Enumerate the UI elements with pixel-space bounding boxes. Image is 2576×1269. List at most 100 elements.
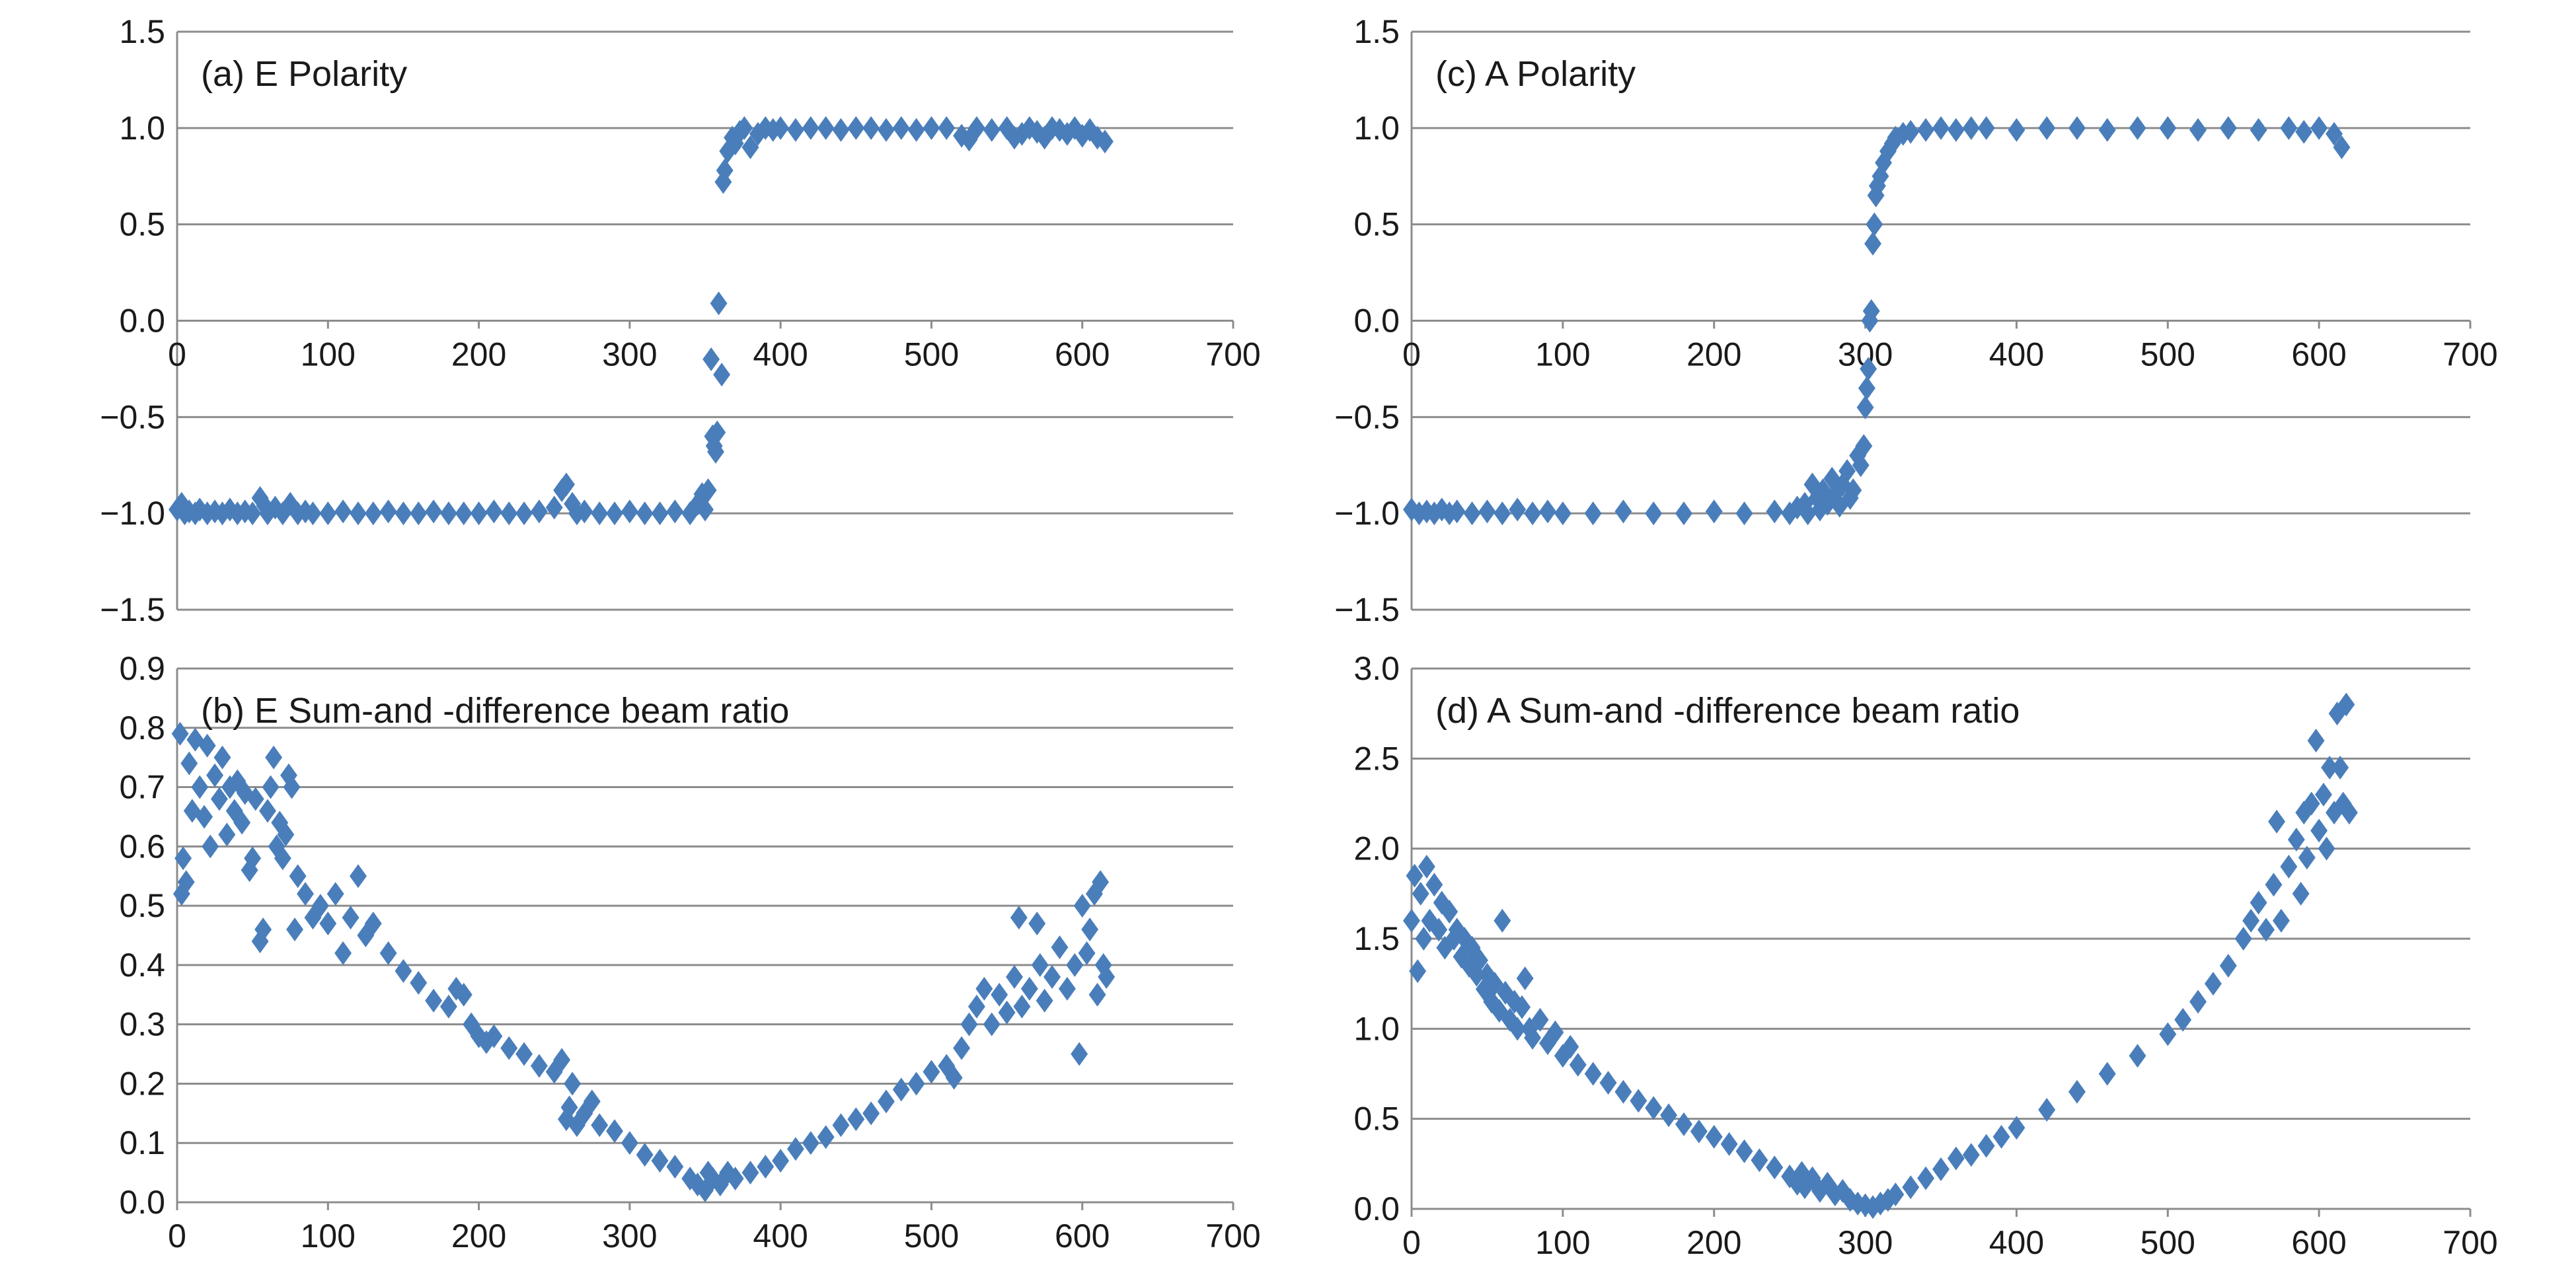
data-point <box>1509 1017 1527 1041</box>
data-point <box>1751 1148 1768 1173</box>
data-point <box>2038 1098 2056 1122</box>
data-point <box>583 1089 601 1114</box>
data-point <box>2219 953 2237 978</box>
x-tick-label: 500 <box>904 1217 959 1254</box>
data-point <box>923 1060 940 1084</box>
data-point <box>349 501 367 526</box>
data-point <box>455 501 473 526</box>
data-point <box>334 499 352 524</box>
data-point <box>1887 1182 1905 1207</box>
data-point <box>1858 376 1875 400</box>
data-point <box>1430 918 1448 942</box>
data-point <box>1799 501 1817 526</box>
data-point <box>206 763 224 787</box>
data-point <box>1031 953 1049 977</box>
data-point <box>1058 976 1076 1001</box>
data-point <box>221 775 239 799</box>
data-point <box>1092 870 1110 894</box>
data-point <box>254 918 272 942</box>
y-tick-label: 0.0 <box>1353 303 1400 340</box>
x-tick-label: 200 <box>1686 1224 1741 1261</box>
data-point <box>191 775 209 799</box>
data-point <box>1690 1119 1708 1143</box>
data-point <box>1862 299 1880 323</box>
y-tick-label: 0.7 <box>119 769 165 806</box>
data-point <box>410 970 428 995</box>
data-point <box>326 882 344 906</box>
data-point <box>710 291 728 316</box>
data-point <box>297 882 315 906</box>
data-point <box>289 501 307 526</box>
x-tick-label: 400 <box>1989 1224 2044 1261</box>
data-point <box>998 1000 1016 1025</box>
data-point <box>975 976 993 1001</box>
data-point <box>1766 499 1784 524</box>
data-point <box>621 1131 638 1155</box>
data-point <box>1887 126 1905 150</box>
data-point <box>2340 801 2358 825</box>
data-point <box>591 1113 609 1138</box>
x-tick-label: 300 <box>602 336 657 373</box>
data-point <box>1852 453 1870 478</box>
data-point <box>311 894 329 918</box>
data-point <box>1486 972 1503 996</box>
data-point <box>2250 890 2267 915</box>
data-point <box>1856 395 1874 419</box>
x-tick-label: 500 <box>904 336 959 373</box>
data-point <box>545 495 563 520</box>
data-point <box>1932 1157 1950 1182</box>
data-point <box>1441 900 1458 924</box>
x-tick-label: 0 <box>1402 336 1421 373</box>
data-point <box>202 834 219 859</box>
data-point <box>277 822 295 847</box>
data-point <box>1418 854 1435 879</box>
x-tick-label: 700 <box>1205 336 1260 373</box>
y-tick-label: 0.3 <box>119 1006 165 1043</box>
data-point <box>221 497 239 522</box>
data-point <box>892 1077 910 1102</box>
x-tick-label: 700 <box>2443 1224 2497 1261</box>
data-point <box>2280 854 2298 879</box>
x-tick-label: 300 <box>602 1217 657 1254</box>
data-point <box>1735 501 1753 526</box>
panel-title: (d) A Sum-and -difference beam ratio <box>1435 691 2020 731</box>
data-point <box>606 501 623 526</box>
data-point <box>425 988 443 1013</box>
data-point <box>1403 908 1420 933</box>
data-point <box>991 982 1008 1007</box>
data-point <box>425 499 443 524</box>
data-point <box>983 1012 1001 1036</box>
data-point <box>180 751 198 776</box>
data-point <box>713 363 731 387</box>
data-point <box>2302 791 2320 816</box>
data-point <box>171 721 189 746</box>
data-point <box>953 1036 971 1060</box>
data-point <box>1531 1007 1549 1032</box>
x-tick-label: 100 <box>1535 1224 1590 1261</box>
data-point <box>1020 976 1038 1001</box>
data-point <box>1902 120 1920 144</box>
data-point <box>364 912 382 936</box>
data-point <box>787 118 804 142</box>
y-tick-label: 1.0 <box>1353 110 1400 147</box>
data-point <box>1599 1071 1617 1095</box>
data-point <box>2307 729 2325 753</box>
data-point <box>697 497 714 522</box>
panel-title: (b) E Sum-and -difference beam ratio <box>201 691 789 731</box>
data-point <box>772 1149 790 1173</box>
data-point <box>470 1024 488 1048</box>
y-tick-label: −0.5 <box>1334 398 1400 435</box>
chart-c: 1.51.00.50.0−0.5−1.0−1.50 100 200 300 400 500… <box>1334 13 2497 628</box>
x-tick-label: 600 <box>2291 1224 2346 1261</box>
data-point <box>877 118 895 142</box>
data-point <box>651 501 669 526</box>
data-point <box>1494 908 1511 933</box>
data-point <box>1917 1166 1935 1190</box>
data-point <box>817 116 835 140</box>
data-point <box>530 499 548 524</box>
data-point <box>591 501 609 526</box>
data-point <box>1066 953 1084 977</box>
data-point <box>1868 174 1886 198</box>
data-point <box>334 941 352 965</box>
x-tick-label: 400 <box>753 336 808 373</box>
